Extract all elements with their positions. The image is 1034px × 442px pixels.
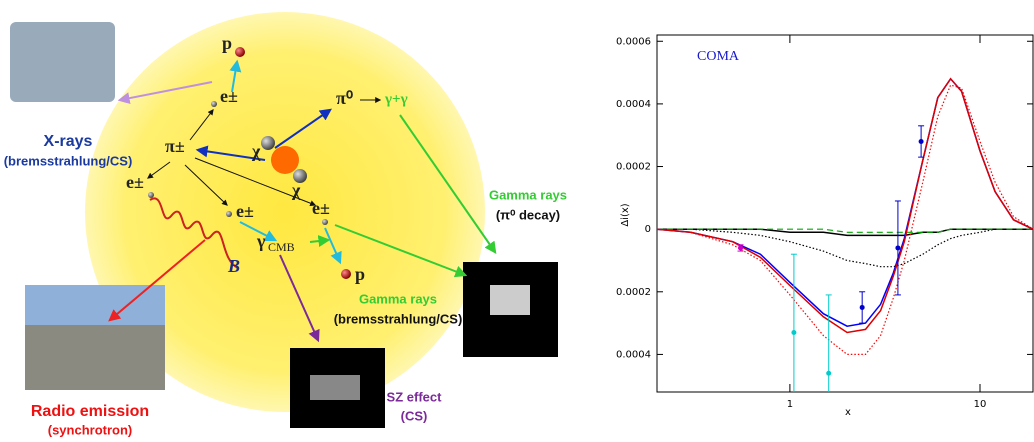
particle [148, 192, 154, 198]
label: χ [251, 141, 261, 161]
y-tick-label: 0.0002 [616, 162, 651, 173]
arrow [147, 161, 171, 179]
telescope-body [310, 375, 360, 400]
label: π⁰ [336, 88, 353, 108]
label: e± [312, 198, 330, 218]
data-point [859, 304, 865, 310]
label: χ [291, 180, 301, 200]
label: e± [236, 201, 254, 221]
annihilation-burst [271, 146, 299, 174]
arrow [229, 59, 242, 93]
caption: (bremsstrahlung/CS) [334, 311, 463, 326]
x-axis-label: x [845, 407, 851, 418]
arrow [184, 164, 228, 206]
series-line [657, 77, 1034, 327]
label: γ+γ [384, 91, 408, 107]
x-tick-label: 10 [974, 399, 987, 410]
arrow [117, 81, 213, 105]
arrows [108, 59, 497, 343]
arrow [324, 227, 342, 265]
plot-frame [656, 34, 1034, 393]
label: B [227, 256, 240, 276]
y-tick-label: 0.0006 [616, 36, 651, 47]
caption: Gamma rays [359, 291, 437, 306]
magnetic-spiral [149, 197, 239, 269]
caption: (bremsstrahlung/CS) [4, 153, 133, 168]
arrow [274, 108, 332, 149]
caption: (CS) [401, 408, 428, 423]
chart: COMA Δi(x) x 0.0006 0.0004 0.0002 0 0.0002 0.… [616, 34, 1034, 418]
data-point [791, 330, 797, 335]
label: γ [256, 231, 266, 251]
caption: Gamma rays [489, 187, 567, 202]
caption: (synchrotron) [48, 422, 133, 437]
label: p [355, 264, 365, 284]
label: e± [126, 172, 144, 192]
annotation: COMA [697, 49, 740, 64]
particle [211, 101, 217, 107]
diagram: p e± π⁰ γ+γ π± χ χ e± e± e± γ CMB B p X-… [4, 12, 567, 437]
plot-area [657, 77, 1034, 392]
arrow [195, 145, 266, 161]
y-tick-label: 0.0004 [616, 349, 651, 360]
caption: SZ effect [387, 389, 443, 404]
arrow [334, 224, 468, 278]
label: π± [165, 136, 185, 156]
y-axis-label: Δi(x) [620, 203, 631, 226]
y-tick-label: 0.0004 [616, 99, 651, 110]
xray-satellite-image [10, 22, 115, 102]
cluster-halo [85, 12, 485, 412]
data-point [895, 245, 901, 251]
particle [261, 136, 275, 150]
label: p [222, 33, 232, 53]
arrow [194, 157, 317, 207]
arrow [309, 235, 331, 248]
x-tick-label: 1 [787, 399, 793, 410]
label: e± [220, 86, 238, 106]
series-line [657, 228, 1033, 237]
series-line [657, 228, 1033, 233]
y-tick-label: 0.0002 [616, 287, 651, 298]
series-line [657, 77, 1034, 334]
particle [322, 219, 328, 225]
arrow [189, 109, 214, 141]
arrow [399, 114, 497, 254]
particle [293, 169, 307, 183]
sky [25, 285, 165, 325]
data-point [738, 245, 744, 251]
particle [235, 47, 245, 57]
arrow [279, 254, 320, 343]
particle [226, 211, 232, 217]
label: CMB [268, 240, 295, 254]
arrow [239, 221, 278, 242]
caption: X-rays [44, 133, 93, 150]
satellite-body [490, 285, 530, 315]
data-point [918, 138, 924, 144]
caption: (π⁰ decay) [496, 207, 560, 222]
arrow [108, 239, 206, 322]
data-point [826, 370, 832, 376]
y-tick-label: 0 [645, 224, 651, 235]
series-line [657, 84, 1034, 355]
particle [341, 269, 351, 279]
caption: Radio emission [31, 403, 149, 420]
